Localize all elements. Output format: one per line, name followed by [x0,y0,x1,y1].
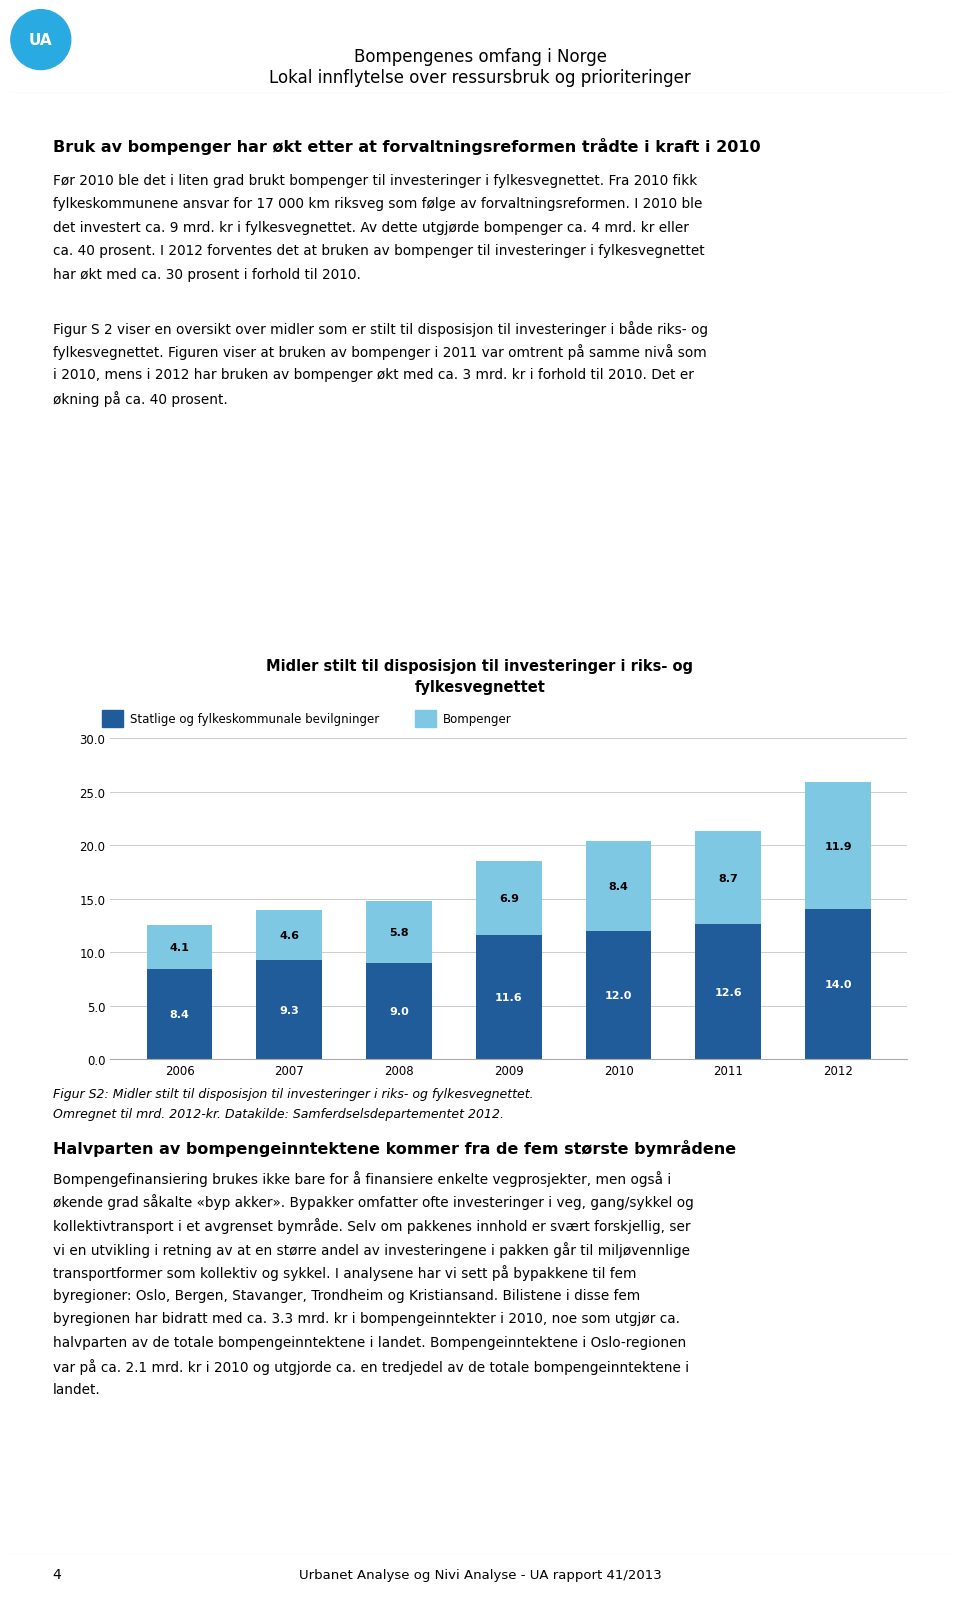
Bar [366,964,432,1060]
Text: det investert ca. 9 mrd. kr i fylkesvegnettet. Av dette utgjørde bompenger ca. 4: det investert ca. 9 mrd. kr i fylkesvegn… [53,221,688,235]
Text: Urbanet Analyse og Nivi Analyse - UA rapport 41/2013: Urbanet Analyse og Nivi Analyse - UA rap… [299,1568,661,1581]
Bar [586,841,652,932]
Text: Bruk av bompenger har økt etter at forvaltningsreformen trådte i kraft i 2010: Bruk av bompenger har økt etter at forva… [53,138,760,154]
Bar [695,925,761,1060]
Text: halvparten av de totale bompengeinntektene i landet. Bompengeinntektene i Oslo-r: halvparten av de totale bompengeinntekte… [53,1334,686,1349]
Text: 11.6: 11.6 [495,993,522,1003]
Text: fylkesvegnettet: fylkesvegnettet [415,680,545,695]
Text: 9.0: 9.0 [389,1006,409,1016]
Text: Bompengefinansiering brukes ikke bare for å finansiere enkelte vegprosjekter, me: Bompengefinansiering brukes ikke bare fo… [53,1170,671,1186]
Text: 5.8: 5.8 [389,927,409,938]
Text: 14.0: 14.0 [825,980,852,990]
Bar [147,971,212,1060]
Bar [256,911,323,961]
Text: 4.1: 4.1 [170,943,189,953]
Text: Figur S2: Midler stilt til disposisjon til investeringer i riks- og fylkesvegnet: Figur S2: Midler stilt til disposisjon t… [53,1087,534,1100]
Text: 8.4: 8.4 [170,1010,189,1019]
Circle shape [11,11,71,70]
Text: Bompenger: Bompenger [443,712,512,725]
Text: Bompengenes omfang i Norge: Bompengenes omfang i Norge [353,47,607,67]
Text: 9.3: 9.3 [279,1005,300,1014]
Text: transportformer som kollektiv og sykkel. I analysene har vi sett på bypakkene ti: transportformer som kollektiv og sykkel.… [53,1264,636,1281]
Text: 6.9: 6.9 [499,894,518,904]
Text: vi en utvikling i retning av at en større andel av investeringene i pakken går t: vi en utvikling i retning av at en størr… [53,1240,690,1256]
Bar [415,711,436,727]
Bar [102,711,123,727]
Text: 8.7: 8.7 [718,873,738,883]
Text: 4.6: 4.6 [279,930,300,941]
Text: har økt med ca. 30 prosent i forhold til 2010.: har økt med ca. 30 prosent i forhold til… [53,268,361,282]
Bar [586,932,652,1060]
Bar [805,782,871,911]
Text: 12.6: 12.6 [714,987,742,997]
Text: Midler stilt til disposisjon til investeringer i riks- og: Midler stilt til disposisjon til investe… [267,659,693,674]
Bar [805,911,871,1060]
Text: økende grad såkalte «byp akker». Bypakker omfatter ofte investeringer i veg, gan: økende grad såkalte «byp akker». Bypakke… [53,1195,693,1209]
Bar [147,925,212,971]
Text: ca. 40 prosent. I 2012 forventes det at bruken av bompenger til investeringer i : ca. 40 prosent. I 2012 forventes det at … [53,243,705,258]
Text: kollektivtransport i et avgrenset bymråde. Selv om pakkenes innhold er svært for: kollektivtransport i et avgrenset bymråd… [53,1217,690,1233]
Text: byregionen har bidratt med ca. 3.3 mrd. kr i bompengeinntekter i 2010, noe som u: byregionen har bidratt med ca. 3.3 mrd. … [53,1311,680,1326]
Text: 4: 4 [53,1568,61,1581]
Text: økning på ca. 40 prosent.: økning på ca. 40 prosent. [53,391,228,407]
Bar [366,901,432,964]
Text: Lokal innflytelse over ressursbruk og prioriteringer: Lokal innflytelse over ressursbruk og pr… [269,68,691,88]
Text: Statlige og fylkeskommunale bevilgninger: Statlige og fylkeskommunale bevilgninger [130,712,379,725]
Text: Omregnet til mrd. 2012-kr. Datakilde: Samferdselsdepartementet 2012.: Omregnet til mrd. 2012-kr. Datakilde: Sa… [53,1107,504,1120]
Text: var på ca. 2.1 mrd. kr i 2010 og utgjorde ca. en tredjedel av de totale bompenge: var på ca. 2.1 mrd. kr i 2010 og utgjord… [53,1358,689,1375]
Text: 11.9: 11.9 [825,841,852,850]
Text: fylkeskommunene ansvar for 17 000 km riksveg som følge av forvaltningsreformen. : fylkeskommunene ansvar for 17 000 km rik… [53,196,702,211]
Text: fylkesvegnettet. Figuren viser at bruken av bompenger i 2011 var omtrent på samm: fylkesvegnettet. Figuren viser at bruken… [53,344,707,360]
Text: UA: UA [29,32,53,49]
Text: i 2010, mens i 2012 har bruken av bompenger økt med ca. 3 mrd. kr i forhold til : i 2010, mens i 2012 har bruken av bompen… [53,368,694,381]
Text: 8.4: 8.4 [609,881,629,891]
Text: Halvparten av bompengeinntektene kommer fra de fem største bymrådene: Halvparten av bompengeinntektene kommer … [53,1139,736,1156]
Bar [476,935,541,1060]
Text: 12.0: 12.0 [605,990,633,1000]
Text: Før 2010 ble det i liten grad brukt bompenger til investeringer i fylkesvegnette: Før 2010 ble det i liten grad brukt bomp… [53,174,697,188]
Bar [695,831,761,925]
Bar [476,862,541,935]
Text: Figur S 2 viser en oversikt over midler som er stilt til disposisjon til investe: Figur S 2 viser en oversikt over midler … [53,321,708,336]
Bar [256,961,323,1060]
Text: byregioner: Oslo, Bergen, Stavanger, Trondheim og Kristiansand. Bilistene i diss: byregioner: Oslo, Bergen, Stavanger, Tro… [53,1289,640,1302]
Text: landet.: landet. [53,1381,101,1396]
